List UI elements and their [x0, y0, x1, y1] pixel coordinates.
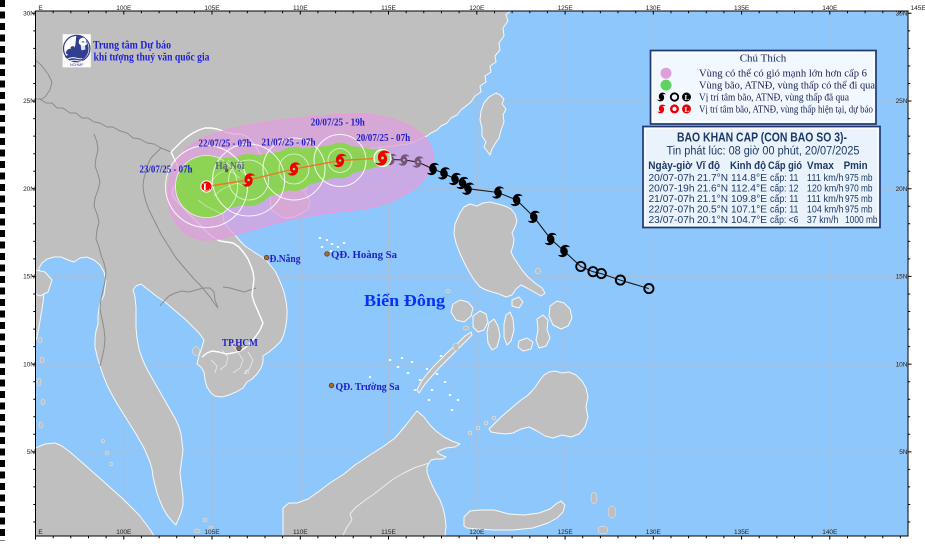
svg-text:37 km/h: 37 km/h: [807, 215, 839, 226]
svg-text:135E: 135E: [734, 529, 750, 536]
svg-text:120E: 120E: [469, 5, 485, 12]
svg-text:TP.HCM: TP.HCM: [222, 337, 259, 349]
svg-text:1000 mb: 1000 mb: [845, 215, 878, 226]
svg-text:Chú Thích: Chú Thích: [740, 53, 787, 65]
svg-text:Vị trí tâm bão, ATNĐ, vùng thấ: Vị trí tâm bão, ATNĐ, vùng thấp hiện tại…: [699, 104, 873, 115]
svg-text:975 mb: 975 mb: [845, 173, 873, 184]
svg-text:23/07-07h: 23/07-07h: [649, 215, 695, 226]
svg-text:130E: 130E: [646, 529, 662, 536]
svg-text:21/07/25 - 07h: 21/07/25 - 07h: [262, 138, 316, 149]
svg-text:100E: 100E: [116, 529, 132, 536]
svg-text:135E: 135E: [734, 5, 750, 12]
svg-text:L: L: [684, 105, 689, 114]
svg-text:E: E: [38, 529, 43, 536]
svg-text:Vmax: Vmax: [807, 160, 835, 172]
svg-text:Hà Nội: Hà Nội: [215, 161, 244, 172]
svg-text:21.7°N: 21.7°N: [697, 173, 728, 184]
svg-text:cấp: 11: cấp: 11: [770, 172, 799, 184]
svg-text:100E: 100E: [116, 5, 132, 12]
svg-text:L: L: [684, 93, 689, 102]
svg-text:20/07-19h: 20/07-19h: [649, 183, 695, 194]
svg-text:Trung tâm Dự báo: Trung tâm Dự báo: [93, 40, 171, 52]
svg-text:5N: 5N: [27, 449, 36, 456]
svg-text:975 mb: 975 mb: [845, 204, 873, 215]
svg-text:30N: 30N: [896, 11, 908, 18]
svg-text:975 mb: 975 mb: [845, 194, 873, 205]
svg-text:Vùng có thể có gió mạnh lớn hơ: Vùng có thể có gió mạnh lớn hơn cấp 6: [699, 69, 867, 80]
svg-text:21.1°N: 21.1°N: [697, 194, 728, 205]
svg-text:L: L: [203, 182, 210, 194]
svg-text:120 km/h: 120 km/h: [807, 183, 844, 194]
svg-text:145E: 145E: [911, 5, 925, 12]
svg-text:111 km/h: 111 km/h: [807, 194, 844, 205]
svg-text:22/07/25 - 07h: 22/07/25 - 07h: [199, 139, 252, 150]
svg-text:Vĩ độ: Vĩ độ: [696, 160, 720, 172]
svg-text:20.1°N: 20.1°N: [697, 215, 728, 226]
svg-text:112.4°E: 112.4°E: [731, 183, 767, 194]
svg-text:104 km/h: 104 km/h: [807, 204, 844, 215]
svg-text:cấp: 11: cấp: 11: [770, 203, 799, 215]
svg-text:125E: 125E: [558, 5, 574, 12]
svg-text:970 mb: 970 mb: [845, 183, 873, 194]
svg-text:23/07/25 - 07h: 23/07/25 - 07h: [140, 165, 193, 176]
svg-text:140E: 140E: [822, 529, 838, 536]
svg-text:cấp: 11: cấp: 11: [770, 193, 799, 205]
svg-text:20/07/25 - 07h: 20/07/25 - 07h: [356, 133, 410, 144]
svg-text:110E: 110E: [293, 5, 308, 12]
svg-text:30N: 30N: [23, 11, 35, 18]
svg-text:QĐ. Hoàng Sa: QĐ. Hoàng Sa: [331, 249, 397, 261]
svg-text:114.8°E: 114.8°E: [731, 173, 767, 184]
svg-text:10N: 10N: [23, 361, 35, 368]
svg-text:20N: 20N: [23, 186, 35, 193]
svg-text:125E: 125E: [558, 529, 574, 536]
svg-text:20.5°N: 20.5°N: [697, 204, 728, 215]
svg-text:Biển Đông: Biển Đông: [364, 291, 446, 310]
svg-text:120E: 120E: [469, 529, 485, 536]
svg-text:20N: 20N: [896, 186, 908, 193]
svg-text:130E: 130E: [646, 5, 662, 12]
svg-text:107.1°E: 107.1°E: [731, 204, 767, 215]
svg-text:E: E: [38, 5, 43, 12]
svg-text:20/07/25 - 19h: 20/07/25 - 19h: [311, 118, 365, 129]
svg-text:Pmin: Pmin: [844, 160, 868, 172]
svg-text:BAO KHAN CAP (CON BAO SO 3)-: BAO KHAN CAP (CON BAO SO 3)-: [677, 131, 847, 145]
svg-text:115E: 115E: [381, 529, 396, 536]
svg-text:Vùng bão, ATNĐ, vùng thấp có t: Vùng bão, ATNĐ, vùng thấp có thể đi qua: [699, 81, 875, 92]
svg-text:Kinh độ: Kinh độ: [730, 160, 766, 172]
svg-text:20/07-07h: 20/07-07h: [649, 173, 695, 184]
svg-text:Đ.Nẵng: Đ.Nẵng: [270, 253, 301, 265]
svg-text:Tin phát lúc: 08 giờ 00 phút,: Tin phát lúc: 08 giờ 00 phút, 20/07/2025: [667, 146, 860, 158]
svg-text:cấp: 12: cấp: 12: [770, 182, 799, 194]
svg-text:115E: 115E: [381, 5, 396, 12]
svg-text:5N: 5N: [899, 449, 908, 456]
svg-text:10N: 10N: [896, 361, 908, 368]
svg-text:105E: 105E: [204, 529, 220, 536]
svg-text:QĐ. Trường Sa: QĐ. Trường Sa: [336, 381, 400, 393]
svg-text:Ngày-giờ: Ngày-giờ: [648, 160, 692, 172]
svg-text:Vị trí tâm bão, ATNĐ, vùng thấ: Vị trí tâm bão, ATNĐ, vùng thấp đã qua: [699, 92, 849, 103]
svg-text:140E: 140E: [822, 5, 838, 12]
svg-text:cấp: <6: cấp: <6: [770, 214, 799, 226]
svg-text:109.8°E: 109.8°E: [731, 194, 767, 205]
svg-text:15N: 15N: [23, 274, 35, 281]
svg-text:15N: 15N: [896, 274, 908, 281]
svg-text:105E: 105E: [204, 5, 220, 12]
svg-text:104.7°E: 104.7°E: [731, 215, 767, 226]
svg-text:khí tượng thuỷ văn quốc gia: khí tượng thuỷ văn quốc gia: [94, 51, 210, 64]
svg-text:NCHMF: NCHMF: [70, 63, 84, 67]
svg-text:111 km/h: 111 km/h: [807, 173, 844, 184]
svg-text:21.6°N: 21.6°N: [697, 183, 728, 194]
svg-text:25N: 25N: [23, 98, 35, 105]
svg-text:21/07-07h: 21/07-07h: [649, 194, 695, 205]
svg-text:25N: 25N: [896, 98, 908, 105]
svg-text:Cấp gió: Cấp gió: [768, 160, 802, 172]
svg-text:22/07-07h: 22/07-07h: [649, 204, 695, 215]
svg-text:110E: 110E: [293, 529, 308, 536]
